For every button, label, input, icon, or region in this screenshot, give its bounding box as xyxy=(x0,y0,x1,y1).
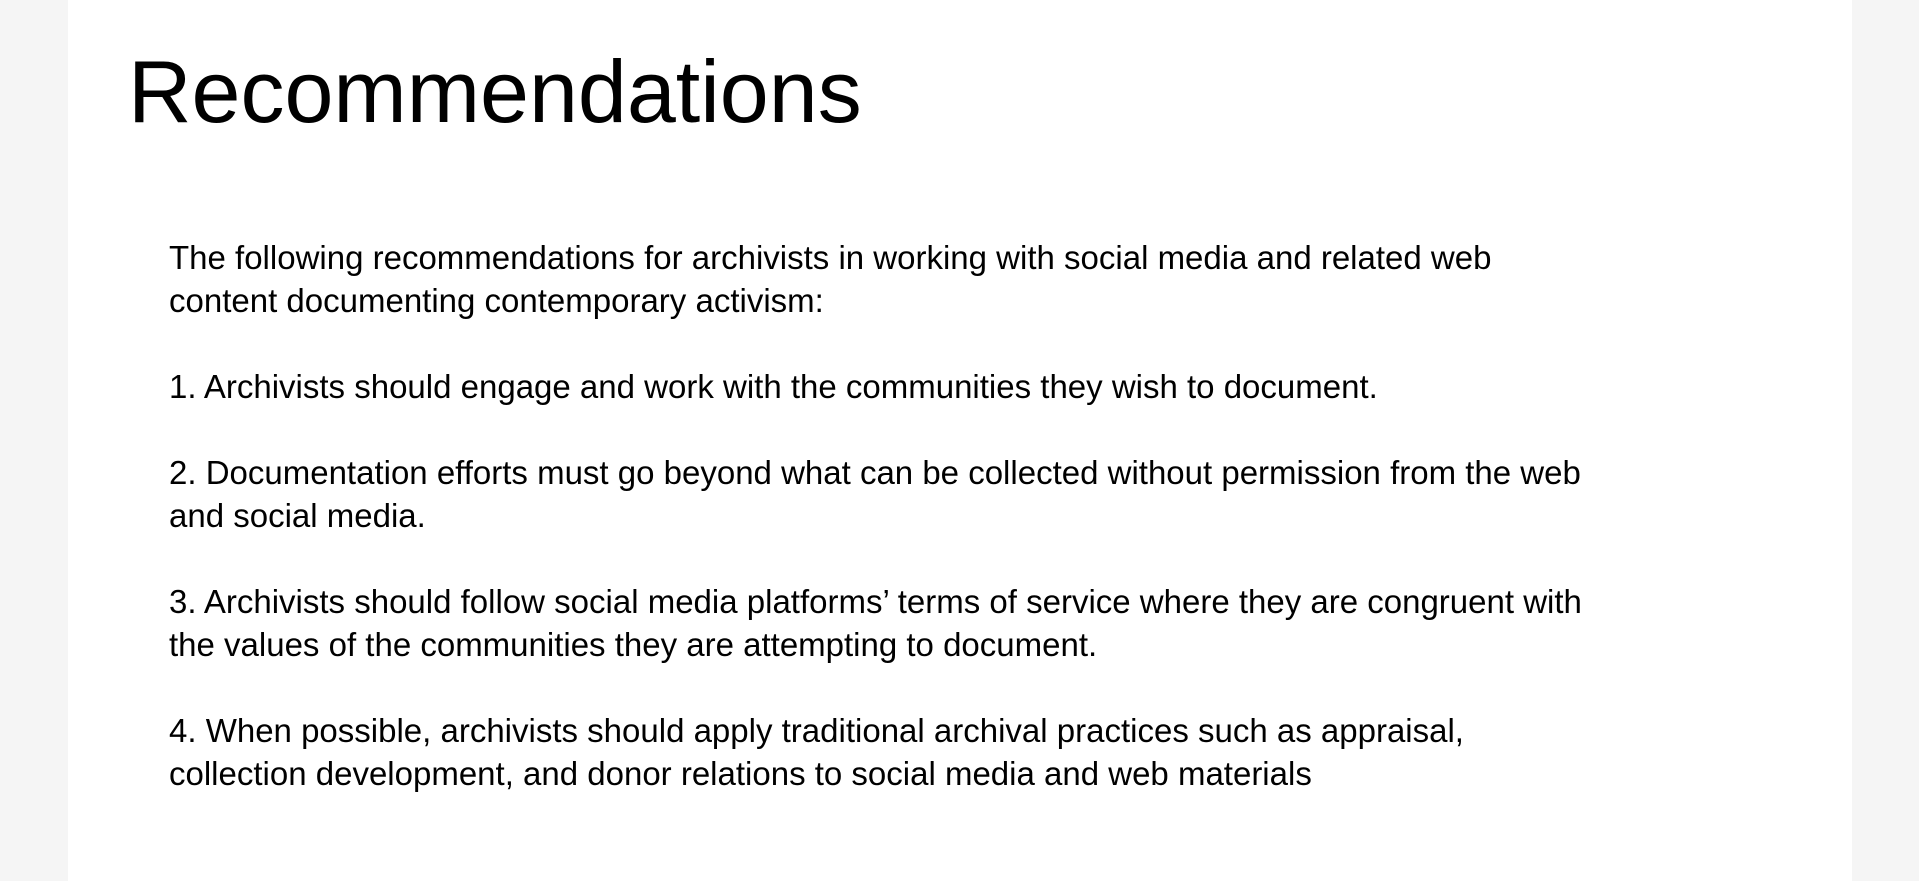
slide-title: Recommendations xyxy=(128,42,862,141)
recommendation-2: 2. Documentation efforts must go beyond … xyxy=(169,454,1581,534)
recommendation-1: 1. Archivists should engage and work wit… xyxy=(169,368,1378,405)
slide-body: The following recommendations for archiv… xyxy=(169,236,1589,795)
intro-paragraph: The following recommendations for archiv… xyxy=(169,239,1492,319)
recommendation-4: 4. When possible, archivists should appl… xyxy=(169,712,1464,792)
recommendation-3: 3. Archivists should follow social media… xyxy=(169,583,1582,663)
slide-page: Recommendations The following recommenda… xyxy=(68,0,1852,881)
